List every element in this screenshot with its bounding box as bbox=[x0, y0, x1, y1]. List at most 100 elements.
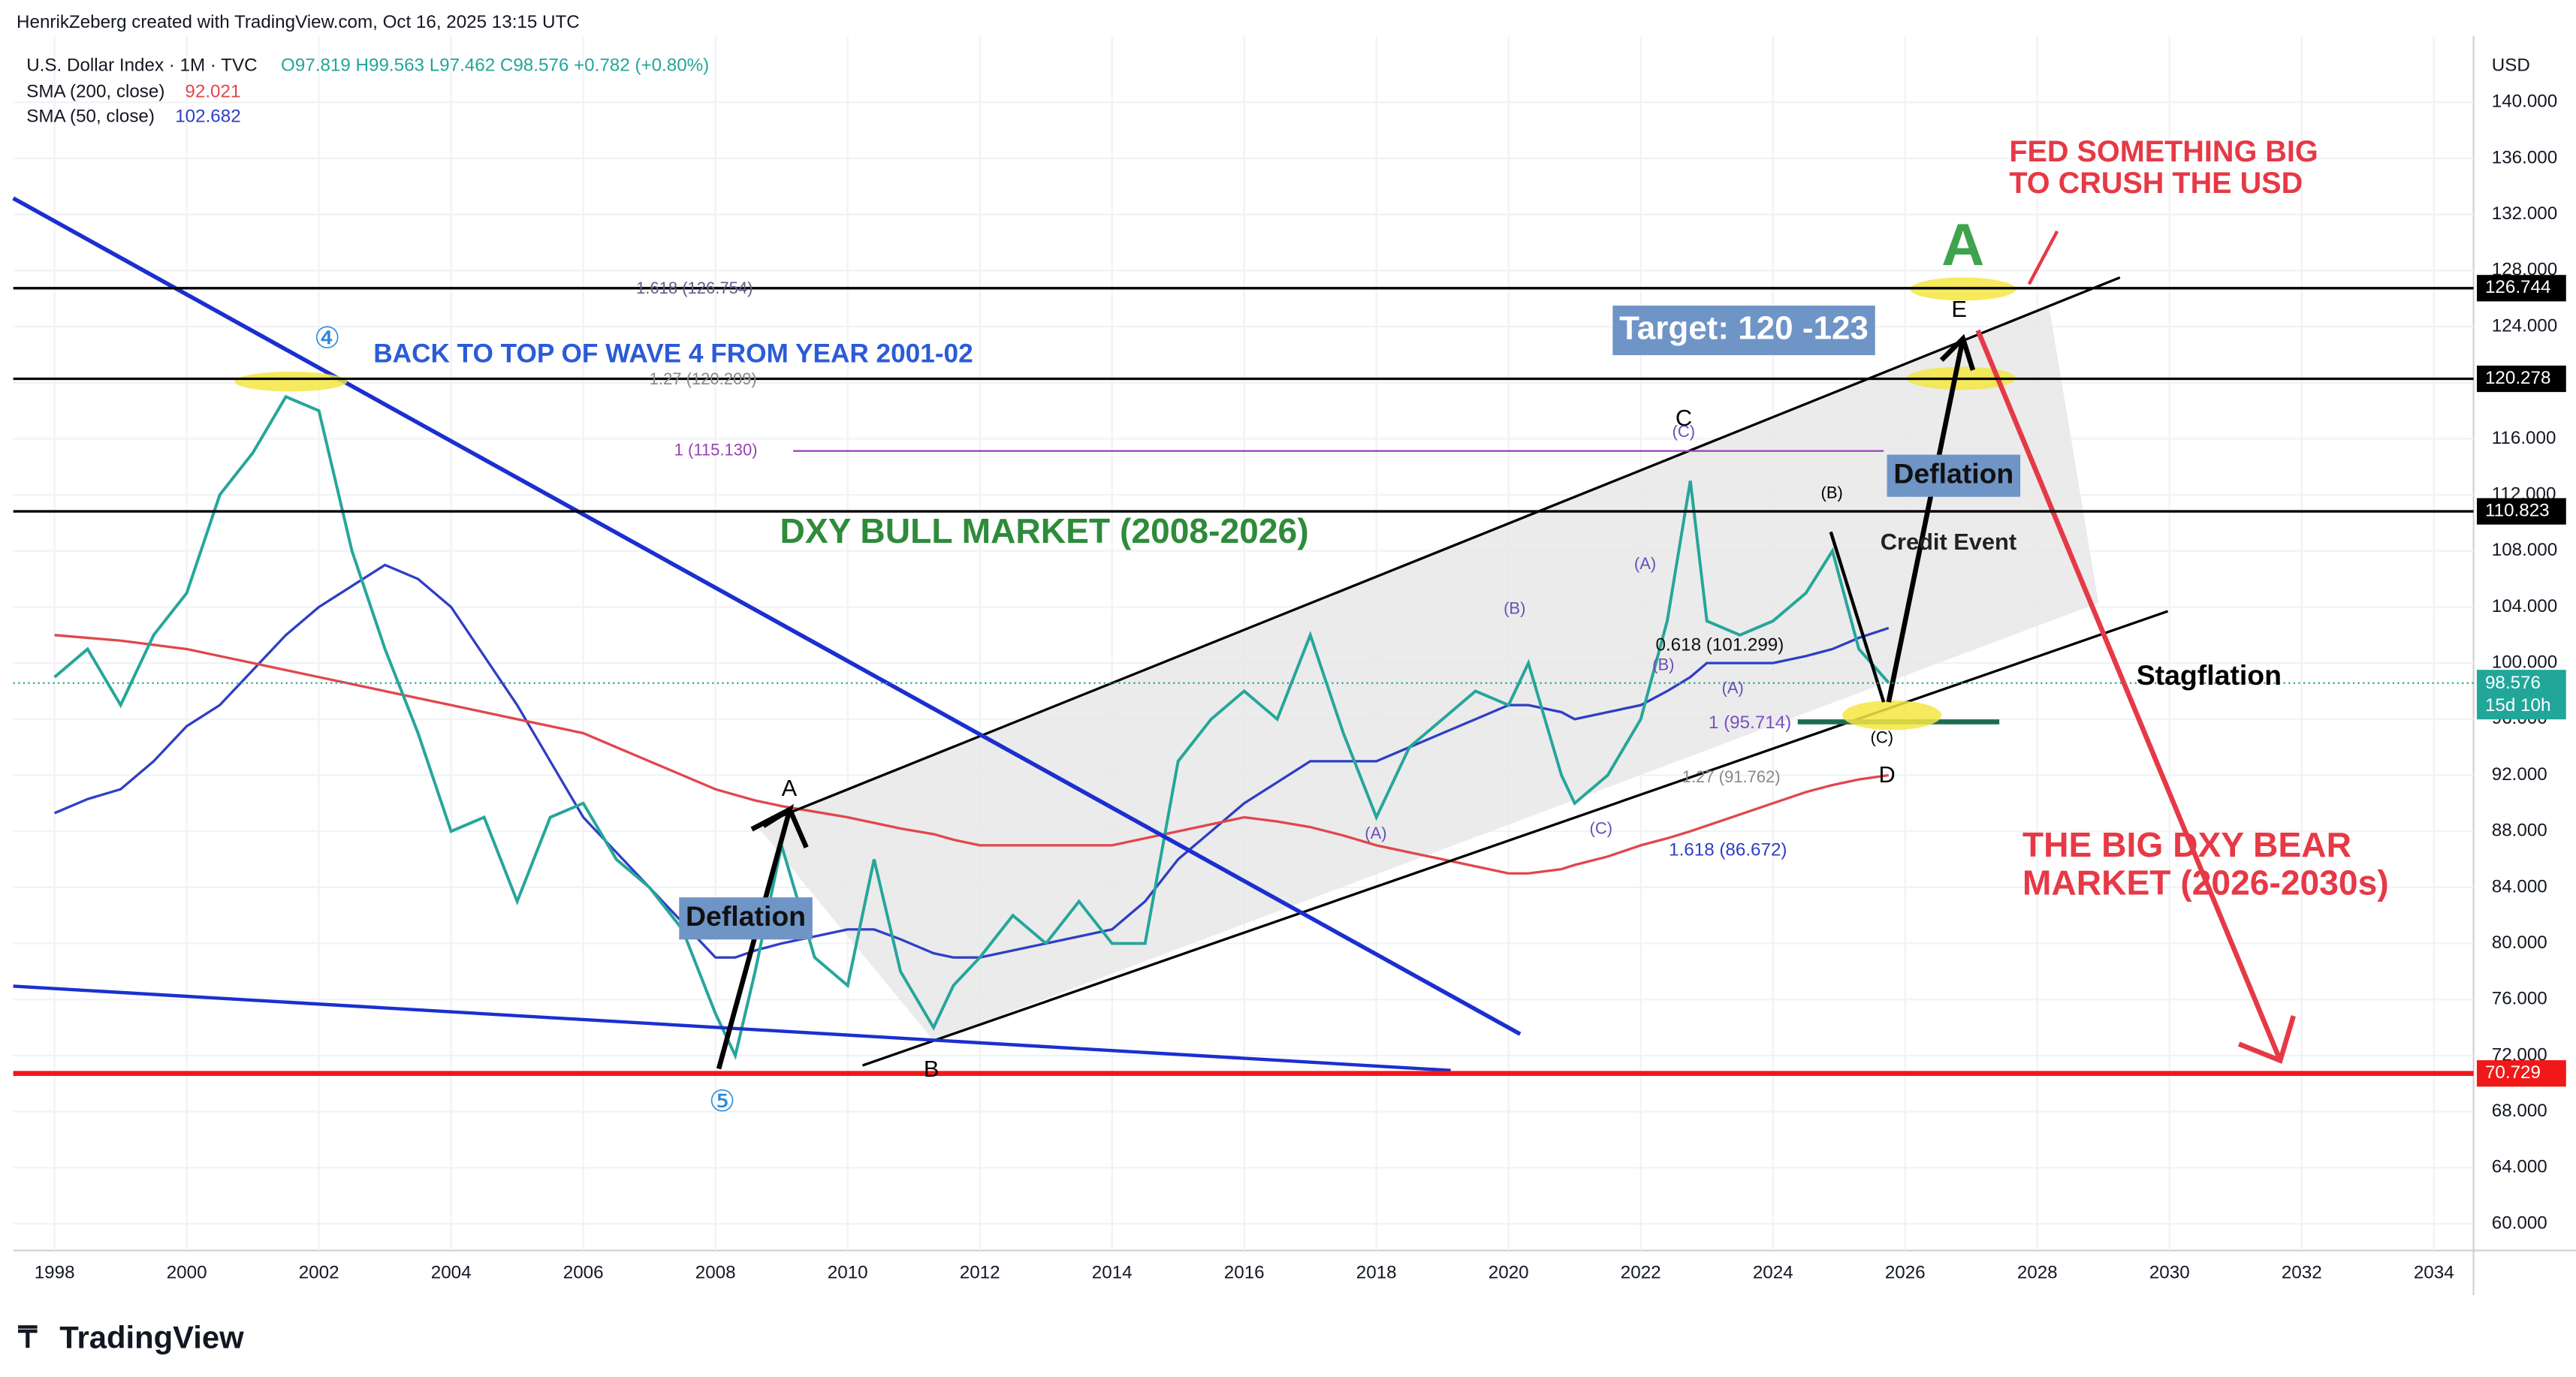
annotation: THE BIG DXY BEAR bbox=[2022, 825, 2351, 864]
price-tag bbox=[2476, 670, 2566, 720]
y-tick-label: 140.000 bbox=[2492, 92, 2557, 112]
level-label: 126.744 bbox=[2485, 277, 2550, 297]
annotation: (C) bbox=[1871, 728, 1894, 746]
annotation: 1.27 (120.209) bbox=[650, 369, 757, 388]
annotation: B bbox=[924, 1056, 940, 1082]
annotation-box bbox=[1887, 454, 2021, 497]
ohlc: O97.819 H99.563 L97.462 C98.576 +0.782 (… bbox=[281, 55, 709, 75]
x-tick-label: 2030 bbox=[2149, 1263, 2190, 1283]
x-tick-label: 2010 bbox=[828, 1263, 868, 1283]
x-tick-label: 2022 bbox=[1621, 1263, 1661, 1283]
x-tick-label: 2016 bbox=[1224, 1263, 1265, 1283]
y-tick-label: 104.000 bbox=[2492, 596, 2557, 616]
annotation: (A) bbox=[1722, 678, 1744, 697]
annotation: MARKET (2026-2030s) bbox=[2022, 863, 2389, 902]
annotation: Credit Event bbox=[1881, 529, 2016, 555]
y-tick-label: 108.000 bbox=[2492, 540, 2557, 560]
annotation: 1.618 (126.754) bbox=[636, 279, 753, 297]
annotation: A bbox=[782, 775, 798, 801]
annotation: E bbox=[1951, 296, 1967, 322]
footer-icon: ₸ bbox=[17, 1321, 38, 1354]
y-tick-label: 132.000 bbox=[2492, 203, 2557, 224]
y-tick-label: 64.000 bbox=[2492, 1157, 2547, 1177]
annotation: Deflation bbox=[686, 900, 806, 932]
y-tick-label: 84.000 bbox=[2492, 876, 2547, 896]
level-tag bbox=[2476, 275, 2566, 302]
annotation: D bbox=[1879, 761, 1896, 788]
arrow-head bbox=[1939, 333, 1976, 371]
annotation: (B) bbox=[1652, 655, 1674, 673]
channel-fill bbox=[756, 306, 2099, 1041]
annotation: (B) bbox=[1504, 599, 1525, 618]
legend-sma50-value: 102.682 bbox=[175, 107, 240, 127]
y-tick-label: 136.000 bbox=[2492, 147, 2557, 167]
x-tick-label: 2008 bbox=[695, 1263, 736, 1283]
highlight bbox=[234, 372, 348, 392]
x-tick-label: 2028 bbox=[2017, 1263, 2058, 1283]
y-tick-label: 60.000 bbox=[2492, 1213, 2547, 1233]
x-tick-label: 2002 bbox=[299, 1263, 339, 1283]
arrow bbox=[2027, 230, 2059, 285]
arrow bbox=[1829, 531, 1886, 703]
annotation: Target: 120 -123 bbox=[1619, 310, 1869, 347]
annotation: Deflation bbox=[1893, 458, 2013, 490]
annotation: (B) bbox=[1821, 484, 1843, 502]
countdown: 15d 10h bbox=[2485, 695, 2550, 716]
arrow-head bbox=[750, 806, 809, 848]
currency: USD bbox=[2492, 55, 2530, 75]
annotation: (C) bbox=[1673, 422, 1696, 441]
annotation: A bbox=[1941, 211, 1984, 278]
annotation: (A) bbox=[1365, 824, 1386, 842]
annotation: 0.618 (101.299) bbox=[1656, 635, 1784, 655]
annotation-box bbox=[679, 897, 813, 940]
x-tick-label: 2000 bbox=[167, 1263, 207, 1283]
annotation: BACK TO TOP OF WAVE 4 FROM YEAR 2001-02 bbox=[373, 339, 973, 368]
level-tag bbox=[2476, 365, 2566, 393]
annotation: ④ bbox=[314, 322, 341, 355]
annotation: 1.618 (86.672) bbox=[1669, 839, 1787, 860]
x-tick-label: 2034 bbox=[2414, 1263, 2454, 1283]
x-tick-label: 2032 bbox=[2282, 1263, 2322, 1283]
x-tick-label: 2006 bbox=[563, 1263, 604, 1283]
annotation: DXY BULL MARKET (2008-2026) bbox=[780, 511, 1308, 550]
credit: HenrikZeberg created with TradingView.co… bbox=[17, 12, 580, 32]
level-tag bbox=[2476, 498, 2566, 525]
trendline bbox=[12, 196, 1522, 1036]
y-tick-label: 76.000 bbox=[2492, 989, 2547, 1009]
y-tick-label: 100.000 bbox=[2492, 652, 2557, 673]
footer-logo: TradingView bbox=[59, 1319, 244, 1354]
annotation: Stagflation bbox=[2137, 659, 2282, 691]
annotation: (A) bbox=[1634, 554, 1656, 573]
y-tick-label: 88.000 bbox=[2492, 821, 2547, 841]
annotation: 1 (95.714) bbox=[1709, 713, 1791, 733]
annotation: TO CRUSH THE USD bbox=[2009, 167, 2303, 200]
arrow bbox=[1886, 338, 1965, 703]
x-tick-label: 2018 bbox=[1356, 1263, 1397, 1283]
price-label: 98.576 bbox=[2485, 673, 2541, 693]
legend-sma200-value: 92.021 bbox=[185, 82, 240, 102]
annotation: C bbox=[1676, 405, 1692, 431]
legend-sma200: SMA (200, close) bbox=[26, 82, 164, 102]
y-tick-label: 116.000 bbox=[2492, 428, 2556, 448]
level-label: 120.278 bbox=[2485, 368, 2550, 388]
y-tick-label: 68.000 bbox=[2492, 1101, 2547, 1121]
y-tick-label: 124.000 bbox=[2492, 315, 2557, 336]
arrow bbox=[1975, 329, 2283, 1062]
symbol: U.S. Dollar Index · 1M · TVC bbox=[26, 55, 257, 75]
annotation: 1.27 (91.762) bbox=[1682, 767, 1781, 786]
highlight bbox=[1842, 700, 1942, 731]
x-tick-label: 2026 bbox=[1885, 1263, 1926, 1283]
arrow-head bbox=[2237, 1015, 2296, 1064]
x-tick-label: 2014 bbox=[1092, 1263, 1133, 1283]
level-tag bbox=[2476, 1060, 2566, 1087]
level-label: 110.823 bbox=[2485, 500, 2550, 520]
y-tick-label: 80.000 bbox=[2492, 933, 2547, 953]
series-line bbox=[53, 394, 1890, 1060]
x-tick-label: 2012 bbox=[960, 1263, 1000, 1283]
annotation: ⑤ bbox=[709, 1085, 736, 1118]
x-tick-label: 1998 bbox=[35, 1263, 75, 1283]
annotation-box bbox=[1612, 306, 1875, 356]
y-tick-label: 92.000 bbox=[2492, 764, 2547, 785]
